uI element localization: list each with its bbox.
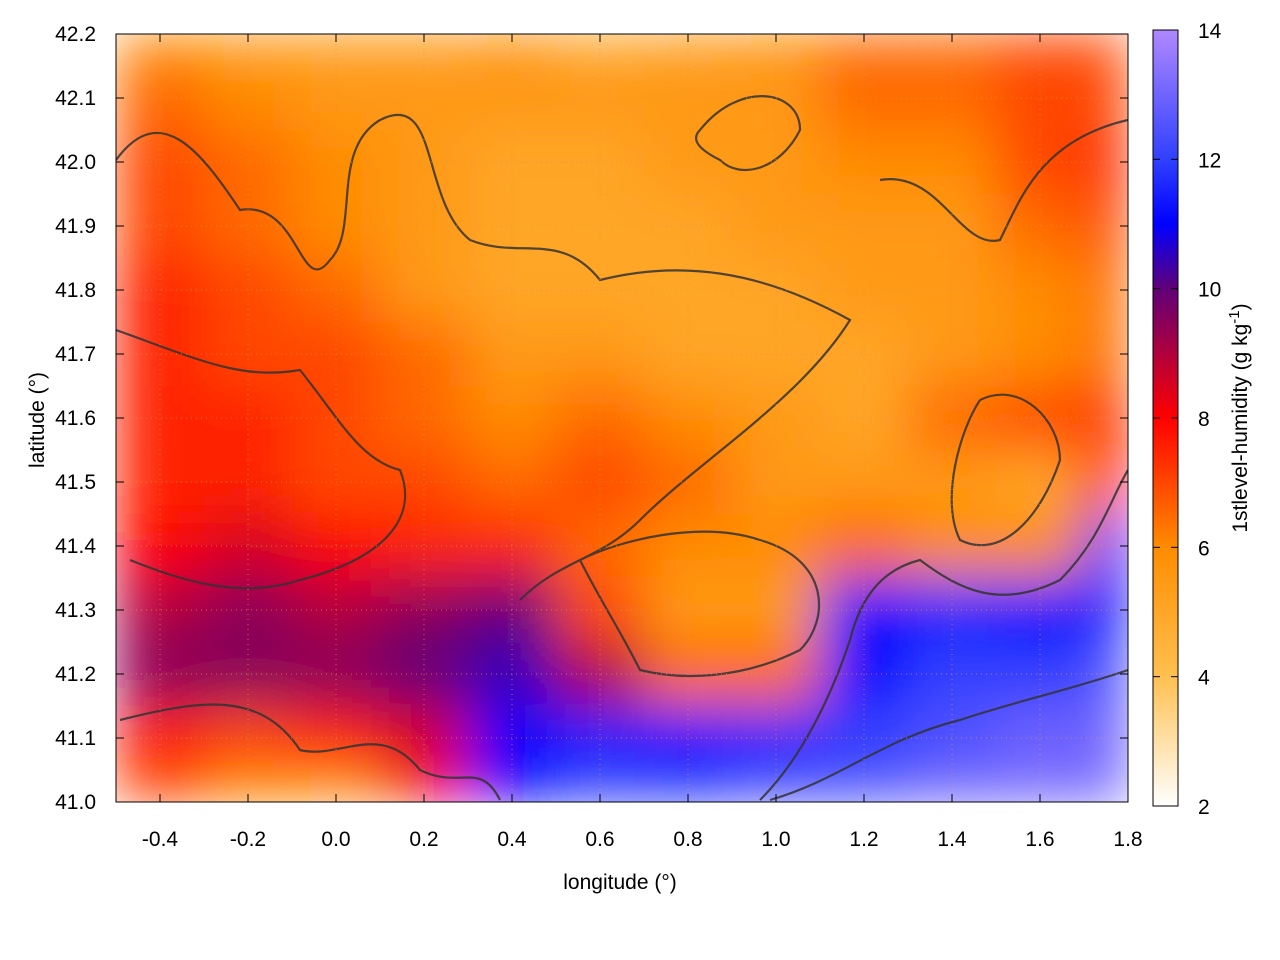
heatmap-cell [820, 706, 909, 771]
heatmap-cell [380, 578, 469, 643]
y-tick-label: 41.6 [55, 407, 96, 430]
x-tick-label: 1.2 [849, 828, 878, 851]
heatmap-cell [820, 578, 909, 643]
heatmap-cell [1084, 770, 1128, 802]
x-tick-label: 0.6 [585, 828, 614, 851]
colorbar-tick-label: 4 [1198, 667, 1210, 690]
x-tick-label: 0.0 [321, 828, 350, 851]
heatmap-cell [556, 66, 645, 131]
heatmap-cell [644, 706, 733, 771]
x-tick-label: 0.4 [497, 828, 527, 851]
heatmap-cell [820, 258, 909, 323]
heatmap-cell [996, 386, 1085, 451]
x-tick-label: 1.4 [937, 828, 967, 851]
heatmap-cell [468, 258, 557, 323]
heatmap-cell [116, 66, 205, 131]
colorbar-tick-label: 10 [1198, 279, 1221, 302]
x-axis-ticks: -0.4 -0.2 0.0 0.2 0.4 0.6 0.8 1.0 1.2 1.4 1.6 1.8 [142, 34, 1143, 851]
heatmap-cell [116, 578, 205, 643]
x-axis-label: longitude (°) [563, 871, 676, 894]
plot-area [116, 34, 1128, 802]
heatmap-cell [820, 386, 909, 451]
y-tick-label: 41.5 [55, 471, 96, 494]
heatmap-cell [556, 578, 645, 643]
y-axis-ticks: 41.0 41.1 41.2 41.3 41.4 41.5 41.6 41.7 41.8 41.9… [55, 23, 1128, 814]
contour-line [116, 113, 852, 601]
heatmap-cell [116, 386, 205, 451]
y-axis-label: latitude (°) [26, 372, 49, 468]
heatmap-cell [908, 578, 997, 643]
x-tick-label: 1.0 [761, 828, 790, 851]
y-tick-label: 42.0 [55, 151, 96, 174]
colorbar-tick-label: 14 [1198, 20, 1222, 43]
x-tick-label: 1.8 [1113, 828, 1142, 851]
heatmap-cell [380, 386, 469, 451]
y-tick-label: 41.9 [55, 215, 96, 238]
colorbar-tick-label: 6 [1198, 537, 1210, 560]
heatmap-cell [204, 258, 293, 323]
heatmap-cell [996, 66, 1085, 131]
heatmap-cell [556, 706, 645, 771]
contour-line [695, 95, 802, 172]
colorbar-tick-label: 8 [1198, 408, 1210, 431]
x-tick-label: -0.2 [230, 828, 266, 851]
contour-line [116, 328, 407, 590]
x-tick-label: -0.4 [142, 828, 179, 851]
contour-line [950, 393, 1062, 547]
heatmap-cell [468, 386, 557, 451]
heatmap-cell [556, 386, 645, 451]
colorbar-tick-label: 2 [1198, 796, 1210, 819]
heatmap-cell [908, 386, 997, 451]
heatmap-cell [1084, 34, 1128, 67]
contour-line [769, 668, 1128, 802]
colorbar-label-main: 1stlevel-humidity (g kg [1229, 324, 1252, 533]
x-tick-label: 1.6 [1025, 828, 1054, 851]
heatmap-cells [116, 34, 1128, 802]
y-tick-label: 41.8 [55, 279, 96, 302]
heatmap-cell [908, 258, 997, 323]
heatmap-cell [468, 578, 557, 643]
heatmap-cell [204, 66, 293, 131]
y-tick-label: 41.7 [55, 343, 96, 366]
heatmap-cell [116, 258, 205, 323]
colorbar-label-end: ) [1229, 303, 1252, 310]
heatmap-cell [820, 66, 909, 131]
heatmap-cell [204, 706, 293, 771]
y-tick-label: 42.2 [55, 23, 96, 46]
contour-lines [116, 95, 1128, 802]
y-tick-label: 42.1 [55, 87, 96, 110]
heatmap-cell [996, 258, 1085, 323]
heatmap-cell [644, 578, 733, 643]
colorbar-tick-label: 12 [1198, 149, 1221, 172]
heatmap-cell [380, 706, 469, 771]
heatmap-cell [996, 706, 1085, 771]
y-tick-label: 41.4 [55, 535, 96, 558]
contour-line [119, 703, 501, 801]
y-tick-label: 41.2 [55, 663, 96, 686]
y-tick-label: 41.0 [55, 791, 96, 814]
colorbar-label: 1stlevel-humidity (g kg-1) [1226, 303, 1252, 532]
grid-lines [116, 34, 1128, 802]
contour-line [879, 118, 1128, 242]
heatmap-cell [644, 386, 733, 451]
heatmap-cell [556, 258, 645, 323]
contour-line [579, 530, 820, 678]
heatmap-cell [644, 66, 733, 131]
heatmap-cell [380, 66, 469, 131]
heatmap-cell [468, 706, 557, 771]
heatmap-cell [468, 66, 557, 131]
heatmap-cell [204, 386, 293, 451]
heatmap-cell [380, 258, 469, 323]
x-tick-label: 0.2 [409, 828, 438, 851]
contour-line [759, 469, 1128, 801]
colorbar-label-exponent: -1 [1226, 310, 1243, 323]
y-tick-label: 41.1 [55, 727, 96, 750]
heatmap-cell [908, 706, 997, 771]
heatmap-cell [644, 258, 733, 323]
heatmap-cell [908, 66, 997, 131]
x-tick-label: 0.8 [673, 828, 702, 851]
colorbar-ticks: 2 4 6 8 10 12 14 [1153, 20, 1222, 819]
y-tick-label: 41.3 [55, 599, 96, 622]
